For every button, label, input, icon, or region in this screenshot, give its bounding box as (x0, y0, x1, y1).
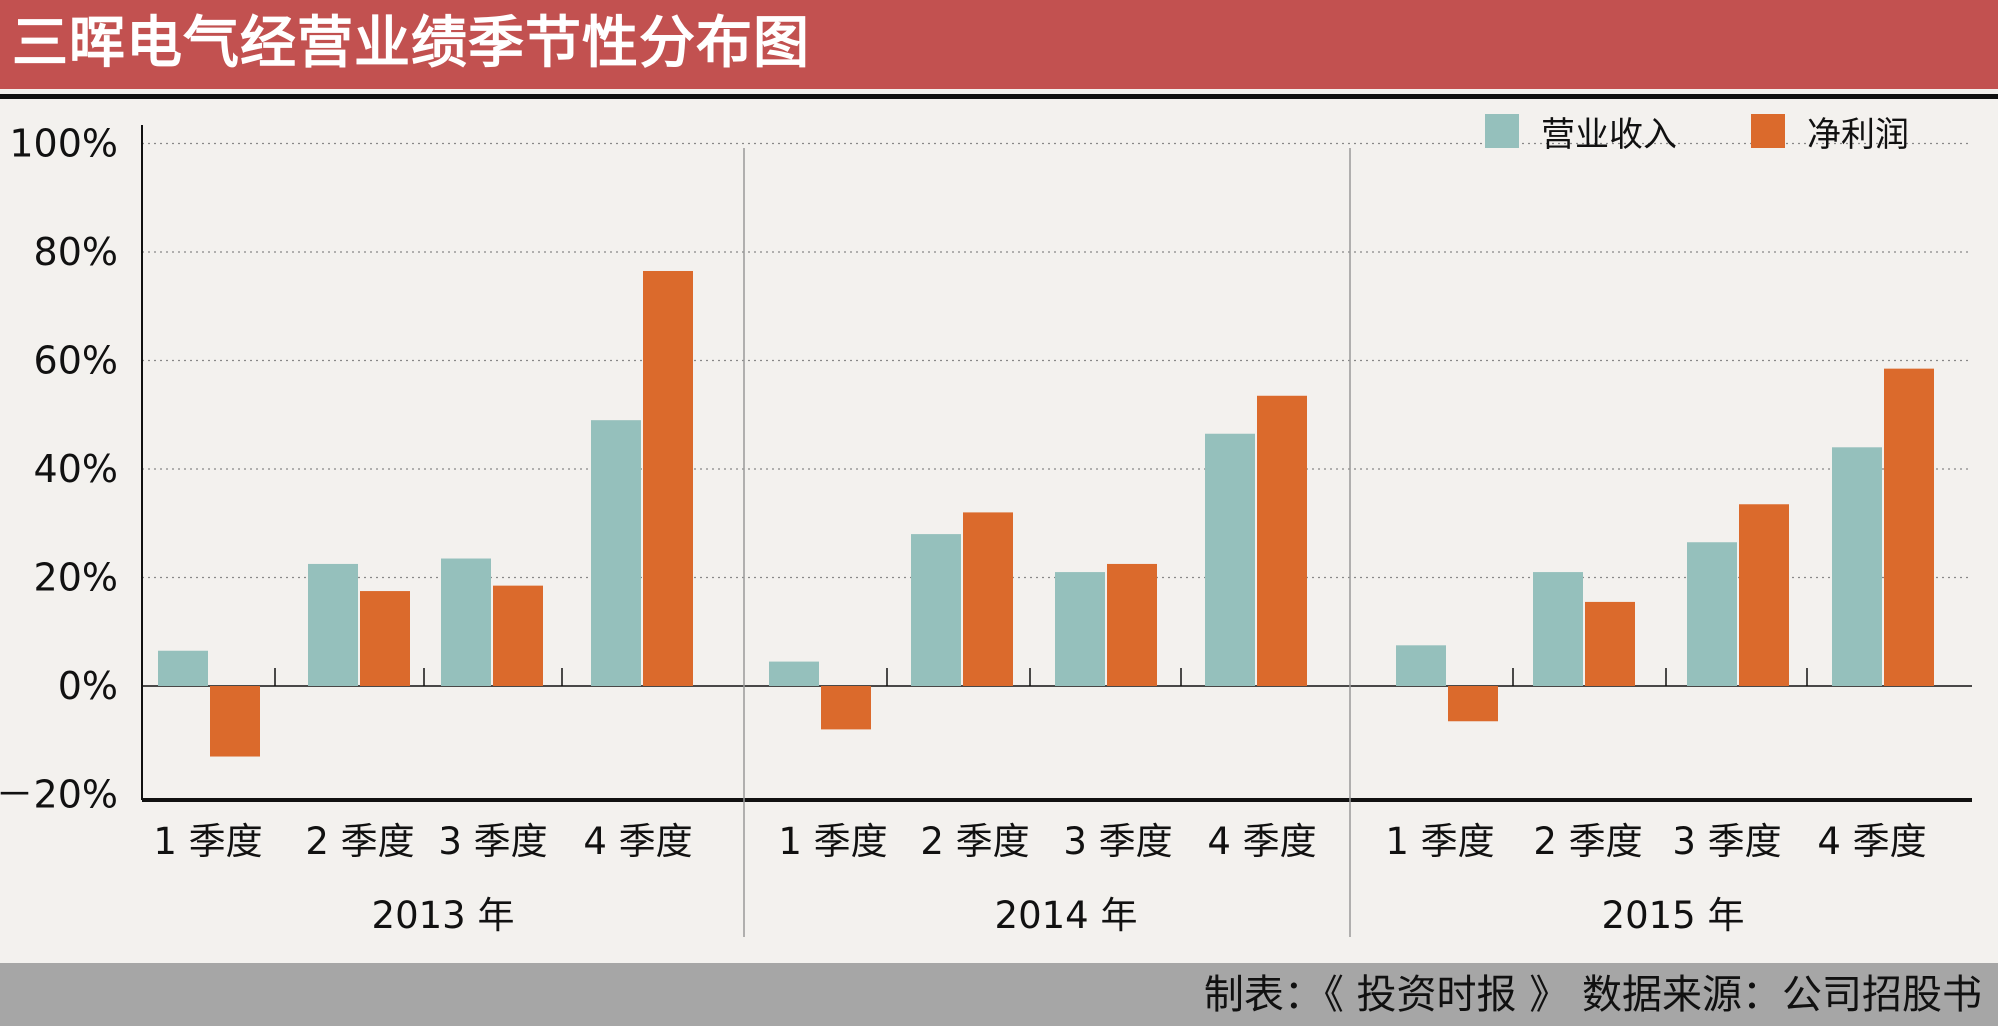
title-underline (0, 94, 1998, 99)
bar-revenue (591, 420, 641, 686)
legend-item-profit: 净利润 (1751, 106, 1909, 156)
bar-revenue (1832, 447, 1882, 686)
chart-title: 三晖电气经营业绩季节性分布图 (12, 11, 810, 76)
quarter-label: 3 季度 (438, 820, 547, 863)
bar-profit (210, 686, 260, 757)
y-tick-label: 80% (34, 230, 118, 274)
y-tick-label: －20% (0, 773, 118, 817)
quarter-label: 2 季度 (1533, 820, 1642, 863)
bar-revenue (1687, 542, 1737, 686)
bar-revenue (1205, 433, 1255, 686)
bar-profit (963, 512, 1013, 686)
bar-revenue (158, 650, 208, 686)
bar-revenue (308, 563, 358, 686)
year-label: 2015 年 (1602, 894, 1745, 937)
y-tick-label: 100% (9, 122, 118, 166)
year-label: 2014 年 (995, 894, 1138, 937)
bar-profit (1448, 686, 1498, 722)
footer-bar: 制表：《 投资时报 》 数据来源：公司招股书 (0, 963, 1998, 1026)
legend-item-revenue: 营业收入 (1485, 106, 1677, 156)
bar-profit (360, 591, 410, 686)
bar-profit (643, 270, 693, 686)
quarter-label: 1 季度 (153, 820, 262, 863)
y-tick-label: 60% (34, 339, 118, 383)
bar-profit (493, 585, 543, 686)
quarter-label: 1 季度 (1385, 820, 1494, 863)
quarter-label: 3 季度 (1063, 820, 1172, 863)
source-note: 制表：《 投资时报 》 数据来源：公司招股书 (1203, 972, 1982, 1018)
bar-profit (1739, 504, 1789, 686)
bar-profit (1107, 563, 1157, 686)
y-tick-label: 40% (34, 447, 118, 491)
quarter-label: 1 季度 (778, 820, 887, 863)
title-bar: 三晖电气经营业绩季节性分布图 (0, 0, 1998, 89)
chart-area: 100% 80% 60% 40% 20% 0% －20% 1 季度 2 季度 3 季度 4 季度 20… (0, 122, 1972, 937)
legend-swatch-revenue (1485, 114, 1519, 148)
quarter-label: 2 季度 (305, 820, 414, 863)
y-tick-label: 20% (34, 556, 118, 600)
bar-profit (1884, 368, 1934, 686)
bar-revenue (1055, 572, 1105, 686)
year-label: 2013 年 (372, 894, 515, 937)
bar-revenue (1533, 572, 1583, 686)
quarter-label: 4 季度 (1817, 820, 1926, 863)
bar-revenue (1396, 645, 1446, 686)
bar-revenue (911, 534, 961, 686)
legend-label-revenue: 营业收入 (1541, 114, 1677, 155)
quarter-label: 2 季度 (920, 820, 1029, 863)
quarter-label: 4 季度 (1207, 820, 1316, 863)
y-tick-label: 0% (58, 664, 118, 708)
bar-profit (1585, 601, 1635, 686)
bar-revenue (441, 558, 491, 686)
legend-swatch-profit (1751, 114, 1785, 148)
bar-profit (821, 686, 871, 730)
bar-profit (1257, 395, 1307, 686)
bar-revenue (769, 661, 819, 686)
quarter-label: 3 季度 (1672, 820, 1781, 863)
quarter-label: 4 季度 (583, 820, 692, 863)
legend-label-profit: 净利润 (1807, 114, 1909, 155)
